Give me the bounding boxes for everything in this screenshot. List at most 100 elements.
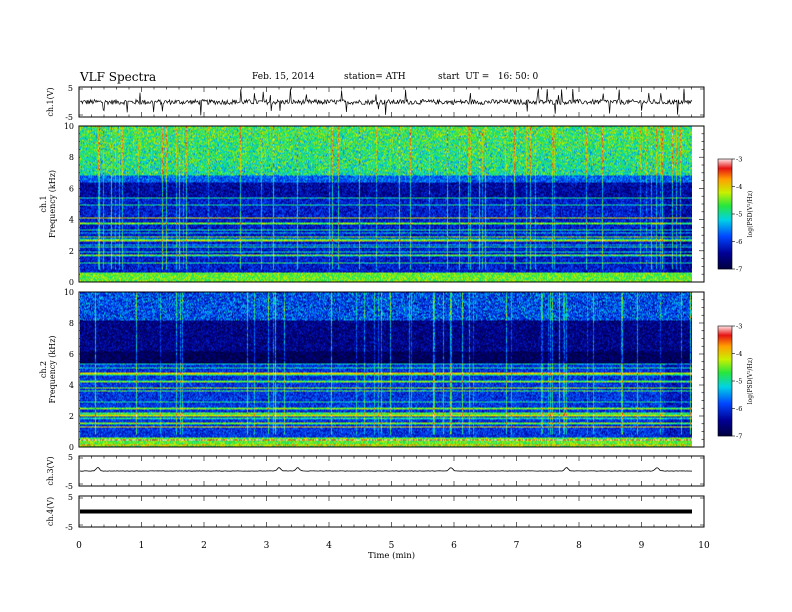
- colorbar-band: [718, 260, 732, 262]
- colorbar-band: [718, 424, 732, 426]
- colorbar-band: [718, 193, 732, 195]
- ch1-colorbar: -3 -4 -5 -6 -7 log(PSD(V²/Hz): [717, 156, 754, 274]
- colorbar-band: [718, 337, 732, 339]
- colorbar-band: [718, 172, 732, 174]
- colorbar-band: [718, 332, 732, 334]
- colorbar-band: [718, 254, 732, 256]
- colorbar-band: [718, 213, 732, 215]
- colorbar-band: [718, 195, 732, 197]
- colorbar-band: [718, 263, 732, 265]
- colorbar-band: [718, 395, 732, 397]
- channel-label: ch.2: [39, 361, 48, 378]
- header-date: Feb. 15, 2014: [252, 72, 315, 82]
- colorbar-band: [718, 361, 732, 363]
- colorbar-band: [718, 247, 732, 249]
- colorbar-band: [718, 411, 732, 413]
- header-start-time: start UT = 16: 50: 0: [438, 72, 539, 82]
- channel-label: ch.1: [39, 195, 48, 212]
- colorbar-band: [718, 234, 732, 236]
- x-tick-label: 6: [451, 541, 457, 551]
- colorbar-band: [718, 371, 732, 373]
- colorbar-band: [718, 207, 732, 209]
- colorbar-band: [718, 185, 732, 187]
- colorbar-band: [718, 359, 732, 361]
- colorbar-band: [718, 166, 732, 168]
- y-axis-label: ch.1(V): [46, 87, 55, 116]
- colorbar-band: [718, 159, 732, 161]
- colorbar-band: [718, 335, 732, 337]
- colorbar-band: [718, 358, 732, 360]
- colorbar-band: [718, 377, 732, 379]
- y-tick-label: 2: [69, 412, 74, 421]
- colorbar-band: [718, 266, 732, 268]
- colorbar-band: [718, 415, 732, 417]
- colorbar-band: [718, 178, 732, 180]
- colorbar-band: [718, 434, 732, 436]
- colorbar-band: [718, 242, 732, 244]
- colorbar-band: [718, 162, 732, 164]
- ch3-waveform-panel: 5 -5 ch.3(V): [46, 453, 705, 491]
- colorbar-band: [718, 430, 732, 432]
- colorbar-band: [718, 241, 732, 243]
- colorbar-band: [718, 370, 732, 372]
- colorbar-band: [718, 420, 732, 422]
- colorbar-band: [718, 402, 732, 404]
- colorbar-band: [718, 356, 732, 358]
- colorbar-band: [718, 177, 732, 179]
- colorbar-band: [718, 181, 732, 183]
- colorbar-band: [718, 336, 732, 338]
- colorbar-band: [718, 239, 732, 241]
- colorbar-band: [718, 168, 732, 170]
- colorbar-band: [718, 405, 732, 407]
- colorbar-band: [718, 226, 732, 228]
- y-tick-label: 5: [68, 84, 73, 93]
- ch2-spectrogram-panel: 0 2 4 6 8 10 ch.2 Frequency (kHz): [39, 288, 705, 452]
- colorbar-band: [718, 208, 732, 210]
- colorbar-band: [718, 175, 732, 177]
- colorbar-band: [718, 265, 732, 267]
- colorbar-band: [718, 344, 732, 346]
- colorbar-band: [718, 422, 732, 424]
- ch4-trace: [80, 509, 692, 514]
- colorbar-band: [718, 328, 732, 330]
- y-tick-label: -5: [65, 523, 73, 532]
- colorbar-band: [718, 256, 732, 258]
- x-tick-label: 8: [576, 541, 582, 551]
- colorbar-band: [718, 211, 732, 213]
- colorbar-band: [718, 378, 732, 380]
- y-tick-label: 5: [68, 493, 73, 502]
- colorbar-band: [718, 340, 732, 342]
- colorbar-band: [718, 261, 732, 263]
- colorbar-band: [718, 191, 732, 193]
- colorbar-band: [718, 418, 732, 420]
- colorbar-band: [718, 215, 732, 217]
- y-tick-label: 8: [69, 319, 74, 328]
- colorbar-band: [718, 391, 732, 393]
- colorbar-band: [718, 421, 732, 423]
- colorbar-band: [718, 205, 732, 207]
- ch1-spectrogram-panel: 0 2 4 6 8 10 ch.1 Frequency (kHz): [39, 122, 705, 287]
- colorbar-band: [718, 225, 732, 227]
- colorbar-band: [718, 186, 732, 188]
- colorbar-band: [718, 170, 732, 172]
- y-tick-label: 8: [69, 153, 74, 162]
- chart-title: VLF Spectra: [80, 70, 157, 84]
- colorbar-band: [718, 369, 732, 371]
- colorbar-band: [718, 206, 732, 208]
- colorbar-band: [718, 365, 732, 367]
- colorbar-band: [718, 201, 732, 203]
- colorbar-tick-label: -4: [736, 183, 742, 191]
- y-tick-label: 4: [69, 216, 74, 225]
- colorbar-band: [718, 431, 732, 433]
- colorbar-band: [718, 220, 732, 222]
- colorbar-band: [718, 354, 732, 356]
- colorbar-band: [718, 366, 732, 368]
- colorbar-band: [718, 267, 732, 269]
- colorbar-tick-label: -7: [736, 433, 742, 441]
- colorbar-band: [718, 384, 732, 386]
- colorbar-band: [718, 200, 732, 202]
- colorbar-band: [718, 429, 732, 431]
- colorbar-band: [718, 171, 732, 173]
- colorbar-band: [718, 236, 732, 238]
